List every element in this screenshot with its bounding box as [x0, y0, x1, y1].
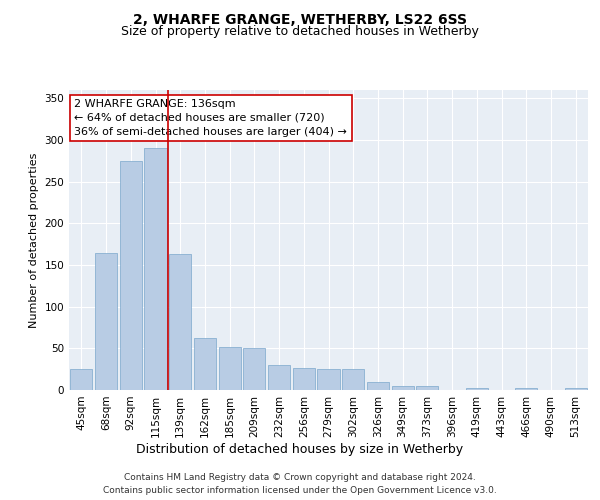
Text: 2 WHARFE GRANGE: 136sqm
← 64% of detached houses are smaller (720)
36% of semi-d: 2 WHARFE GRANGE: 136sqm ← 64% of detache… — [74, 99, 347, 137]
Bar — [119, 161, 142, 390]
Bar — [70, 369, 92, 390]
Text: Size of property relative to detached houses in Wetherby: Size of property relative to detached ho… — [121, 25, 479, 38]
Text: Contains HM Land Registry data © Crown copyright and database right 2024.: Contains HM Land Registry data © Crown c… — [124, 472, 476, 482]
Bar — [243, 348, 265, 390]
Bar — [95, 252, 117, 390]
Bar — [268, 365, 290, 390]
Bar — [466, 388, 488, 390]
Text: Distribution of detached houses by size in Wetherby: Distribution of detached houses by size … — [136, 442, 464, 456]
Bar — [342, 369, 364, 390]
Bar — [293, 368, 315, 390]
Y-axis label: Number of detached properties: Number of detached properties — [29, 152, 39, 328]
Bar — [169, 254, 191, 390]
Bar — [317, 369, 340, 390]
Bar — [218, 346, 241, 390]
Bar — [515, 388, 538, 390]
Bar — [565, 388, 587, 390]
Bar — [392, 386, 414, 390]
Bar — [416, 386, 439, 390]
Bar — [145, 148, 167, 390]
Text: Contains public sector information licensed under the Open Government Licence v3: Contains public sector information licen… — [103, 486, 497, 495]
Text: 2, WHARFE GRANGE, WETHERBY, LS22 6SS: 2, WHARFE GRANGE, WETHERBY, LS22 6SS — [133, 12, 467, 26]
Bar — [367, 382, 389, 390]
Bar — [194, 338, 216, 390]
